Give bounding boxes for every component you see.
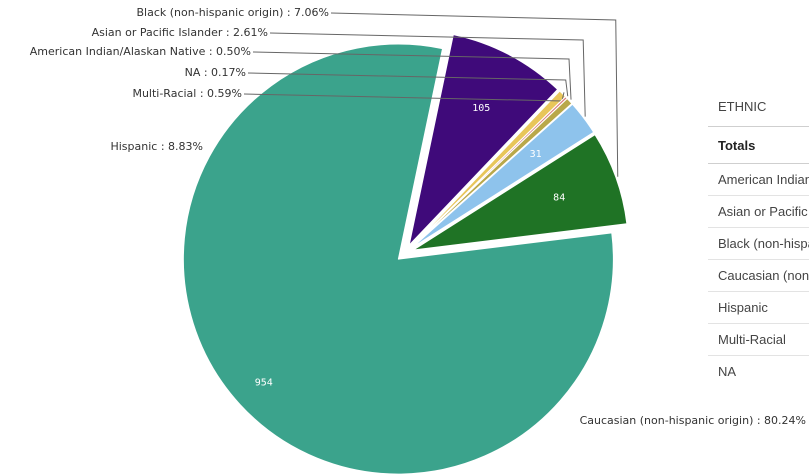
pie-slice[interactable]: [411, 103, 595, 249]
table-row[interactable]: Asian or Pacific Islander: [708, 196, 809, 228]
pie-slice[interactable]: [412, 134, 628, 251]
leader-line: [247, 72, 569, 97]
table-row[interactable]: Caucasian (non-hispanic origin): [708, 260, 809, 292]
table-totals-row: Totals: [708, 127, 809, 164]
table-body: American Indian/Alaskan Native Asian or …: [708, 164, 809, 386]
slice-percent-label: Black (non-hispanic origin) : 7.06%: [137, 6, 330, 19]
table-row[interactable]: American Indian/Alaskan Native: [708, 164, 809, 196]
leader-line: [269, 32, 586, 117]
leader-line: [330, 12, 619, 177]
slice-percent-label: Multi-Racial : 0.59%: [132, 87, 242, 100]
slice-percent-label: American Indian/Alaskan Native : 0.50%: [30, 45, 251, 58]
slice-value-label: 954: [255, 378, 273, 389]
slice-percent-label: Hispanic : 8.83%: [110, 140, 203, 153]
table-row[interactable]: Hispanic: [708, 292, 809, 324]
table-header[interactable]: ETHNIC: [708, 86, 809, 127]
pie-slice[interactable]: [411, 98, 573, 248]
table-row[interactable]: Black (non-hispanic origin): [708, 228, 809, 260]
pie-slice[interactable]: [408, 34, 559, 246]
slice-value-label: 105: [472, 103, 490, 114]
slice-percent-label: Asian or Pacific Islander : 2.61%: [92, 26, 268, 39]
pie-slice[interactable]: [182, 43, 614, 474]
slice-percent-label: Caucasian (non-hispanic origin) : 80.24%: [580, 414, 806, 427]
slice-percent-label: NA : 0.17%: [185, 66, 246, 79]
table-row[interactable]: NA: [718, 364, 737, 379]
slice-value-label: 31: [530, 149, 542, 160]
table-row[interactable]: Multi-Racial: [708, 324, 809, 356]
leader-line: [252, 51, 572, 100]
ethnic-table: ETHNIC Totals American Indian/Alaskan Na…: [708, 86, 809, 386]
slice-value-label: 84: [553, 193, 565, 204]
